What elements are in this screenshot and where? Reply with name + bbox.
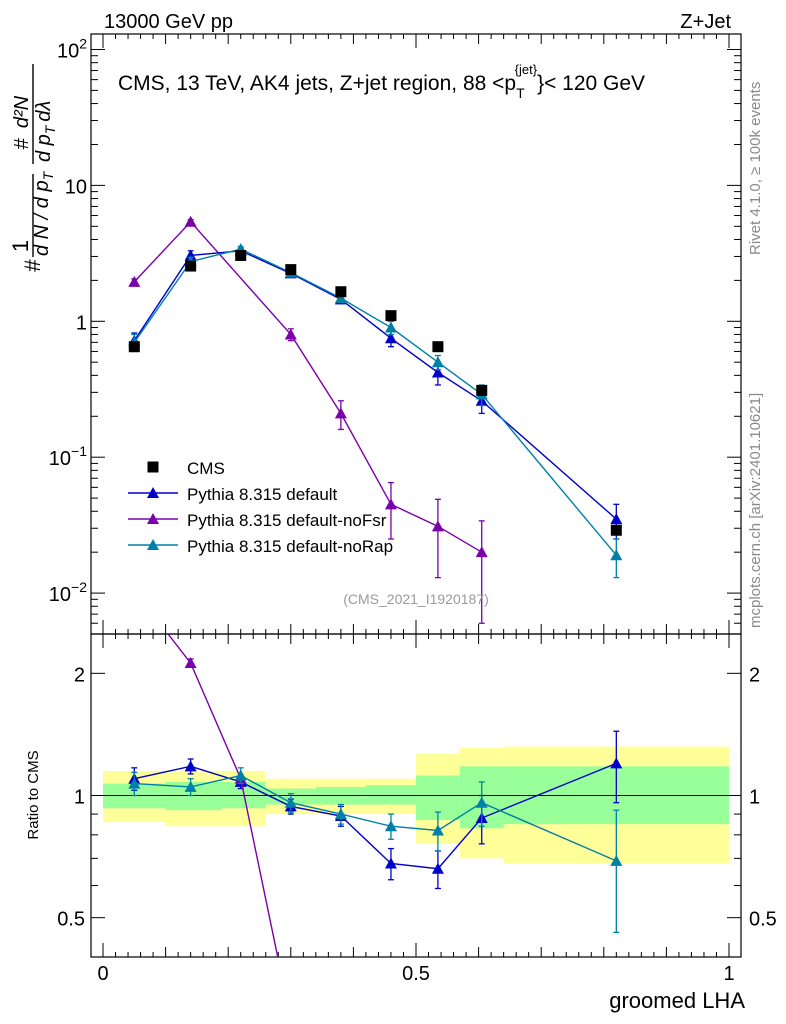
ylabel-right-sub: T — [42, 124, 58, 134]
main-cms-point — [185, 260, 197, 272]
ratio-noRap-point — [234, 769, 247, 781]
ratio-noRap-point — [431, 824, 444, 836]
main-cms-point — [432, 341, 444, 353]
legend-marker-triangle — [147, 513, 159, 524]
ratio-default-point — [431, 862, 444, 874]
svg-text:d pTdλ: d pTdλ — [33, 101, 58, 162]
main-cms-point — [128, 341, 140, 353]
main-noFsr-point — [475, 546, 488, 558]
legend-marker-triangle — [147, 487, 159, 498]
main-axis-ticks: 102 10 1 10−1 10−2 — [49, 34, 741, 635]
title-main: CMS, 13 TeV, AK4 jets, Z+jet region, 88 … — [118, 72, 516, 95]
main-noRap-point — [334, 292, 347, 304]
ratio-noRap-point — [284, 796, 297, 808]
main-series — [128, 215, 623, 624]
title-tail: }< 120 GeV — [537, 72, 645, 95]
ratio-noFsr-point — [184, 657, 197, 669]
main-noRap-point — [384, 321, 397, 333]
header-right: Z+Jet — [680, 11, 731, 33]
analysis-id: (CMS_2021_I1920187) — [343, 591, 489, 607]
ratio-series — [128, 584, 623, 1024]
ylabel-left-sub: T — [40, 170, 56, 180]
ratio-y-label: Ratio to CMS — [25, 750, 42, 839]
y-tick-label-ratio: 0.5 — [57, 909, 85, 931]
y-tick-label-main: 10−2 — [49, 579, 87, 606]
ylabel-right-num: d²N — [11, 95, 33, 128]
main-default-line — [133, 250, 617, 520]
legend-label: Pythia 8.315 default-noRap — [187, 537, 393, 556]
ratio-noRap-point — [334, 808, 347, 820]
main-noRap-point — [431, 356, 444, 368]
ratio-noRap-point — [475, 796, 488, 808]
main-noFsr-point — [128, 275, 141, 287]
ratio-noRap-point — [184, 780, 197, 792]
rivet-version: Rivet 4.1.0, ≥ 100k events — [747, 82, 764, 255]
main-noRap-point — [610, 549, 623, 561]
main-cms-point — [385, 310, 397, 322]
legend-marker-square — [147, 461, 159, 473]
y-tick-label-ratio-right: 1 — [749, 787, 760, 809]
ratio-noRap-point — [128, 777, 141, 789]
y-tick-label-main: 102 — [57, 35, 87, 62]
main-noRap-line — [133, 248, 617, 556]
ratio-bands — [103, 746, 729, 864]
legend-label: Pythia 8.315 default-noFsr — [187, 511, 387, 530]
ratio-noRap-point — [384, 820, 397, 832]
ylabel-right-tail: dλ — [33, 101, 55, 122]
ratio-default-point — [184, 760, 197, 772]
legend: CMS Pythia 8.315 default Pythia 8.315 defa… — [128, 459, 393, 556]
main-cms-point — [335, 286, 347, 298]
title-sup: {jet} — [515, 62, 538, 77]
ylabel-left-num: 1 — [8, 240, 33, 252]
ratio-noFsr-line — [167, 634, 279, 957]
y-tick-label-main: 10−1 — [49, 443, 87, 470]
main-noFsr-point — [184, 215, 197, 227]
main-noFsr-point — [384, 498, 397, 510]
ratio-axis-ticks: 0 0.5 1 2 2 1 1 0.5 0.5 — [57, 634, 777, 985]
legend-label: CMS — [187, 459, 225, 478]
header-left: 13000 GeV pp — [104, 11, 233, 33]
mcplots-ref: mcplots.cern.ch [arXiv:2401.10621] — [747, 393, 764, 628]
ratio-default-point — [384, 857, 397, 869]
main-cms-point — [235, 249, 247, 261]
ylabel-right-hash: # — [11, 138, 33, 150]
legend-marker-triangle — [147, 539, 159, 550]
main-default-point — [384, 332, 397, 344]
ylabel-right-den: d p — [33, 134, 55, 162]
main-noFsr-point — [284, 328, 297, 340]
band-inner — [365, 785, 416, 805]
main-noFsr-point — [334, 407, 347, 419]
y-tick-label-ratio-right: 0.5 — [749, 909, 777, 931]
x-tick-label: 0.5 — [402, 963, 430, 985]
main-cms-point — [285, 264, 297, 276]
main-default-point — [431, 366, 444, 378]
main-default-point — [610, 513, 623, 525]
x-tick-label: 1 — [723, 963, 734, 985]
svg-text:#: # — [20, 259, 45, 272]
ratio-noFsr-point — [128, 584, 140, 595]
y-tick-label-ratio: 2 — [74, 664, 85, 686]
svg-text:d N / d pT: d N / d pT — [31, 170, 56, 256]
main-cms-point — [610, 524, 622, 536]
title-sub: T — [516, 85, 525, 101]
main-y-axis-label: # 1 d N / d pT # d²N d pTdλ — [8, 64, 58, 272]
ylabel-left-den: d N / d p — [31, 180, 53, 256]
ratio-noFsr-point — [285, 1014, 297, 1024]
y-tick-label-main: 10 — [65, 176, 87, 198]
x-axis-label: groomed LHA — [609, 988, 745, 1013]
ylabel-left-hash: # — [20, 259, 45, 272]
plot-title: CMS, 13 TeV, AK4 jets, Z+jet region, 88 … — [118, 62, 645, 101]
y-tick-label-ratio-right: 2 — [749, 664, 760, 686]
main-noFsr-point — [431, 520, 444, 532]
ratio-noRap-point — [610, 854, 623, 866]
ratio-default-point — [610, 757, 623, 769]
main-cms-point — [476, 384, 488, 396]
y-tick-label-main: 1 — [76, 312, 87, 334]
x-tick-label: 0 — [97, 963, 108, 985]
y-tick-label-ratio: 1 — [74, 787, 85, 809]
legend-label: Pythia 8.315 default — [187, 485, 338, 504]
